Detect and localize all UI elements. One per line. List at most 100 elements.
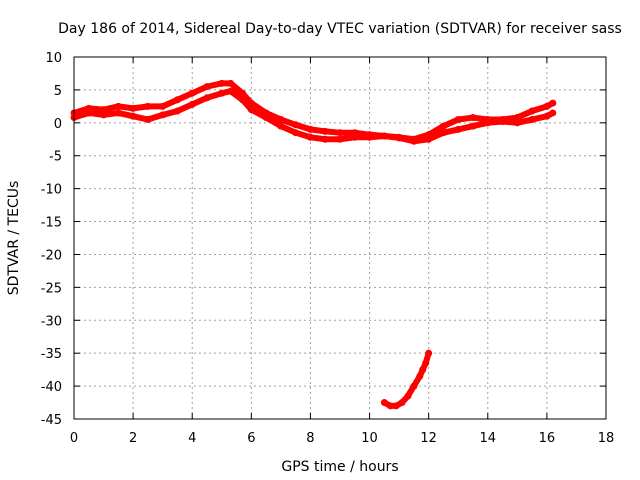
- grid-lines: [74, 57, 606, 419]
- x-tick-label: 6: [247, 431, 255, 446]
- data-point: [114, 109, 122, 117]
- data-point: [247, 106, 255, 114]
- x-tick-label: 14: [480, 431, 497, 446]
- y-tick-label: -45: [41, 413, 62, 428]
- data-point: [336, 135, 344, 143]
- x-tick-label: 10: [361, 431, 378, 446]
- x-tick-label: 16: [539, 431, 556, 446]
- data-point: [203, 83, 211, 91]
- data-point: [203, 94, 211, 102]
- data-point: [439, 122, 447, 130]
- data-point: [129, 112, 137, 120]
- chart-title: Day 186 of 2014, Sidereal Day-to-day VTE…: [58, 21, 622, 37]
- y-tick-label: -30: [41, 314, 62, 329]
- data-point: [543, 112, 551, 120]
- y-tick-label: -5: [49, 150, 62, 165]
- x-tick-label: 0: [70, 431, 78, 446]
- data-point: [277, 116, 285, 124]
- y-tick-label: 0: [54, 117, 62, 132]
- data-point: [469, 114, 477, 122]
- data-point: [218, 79, 226, 87]
- y-tick-label: -35: [41, 347, 62, 362]
- data-point: [144, 116, 152, 124]
- data-point: [100, 111, 108, 119]
- data-point: [398, 399, 406, 407]
- x-axis-label: GPS time / hours: [281, 459, 398, 475]
- x-tick-labels: 0 2 4 6 8 10 12 14 16 18: [70, 431, 614, 446]
- data-point: [422, 359, 430, 367]
- data-point: [439, 129, 447, 137]
- data-point: [392, 402, 400, 410]
- x-tick-label: 12: [420, 431, 437, 446]
- data-point: [306, 133, 314, 141]
- data-point: [425, 135, 433, 143]
- data-point: [292, 121, 300, 129]
- data-point: [416, 372, 424, 380]
- data-point: [543, 102, 551, 110]
- y-tick-label: -40: [41, 380, 62, 395]
- data-point: [469, 122, 477, 130]
- data-point: [380, 132, 388, 140]
- y-tick-label: -15: [41, 216, 62, 231]
- data-point: [528, 107, 536, 115]
- data-point: [395, 134, 403, 142]
- data-point: [306, 125, 314, 133]
- data-point: [292, 129, 300, 137]
- data-point: [336, 129, 344, 137]
- x-tick-label: 18: [598, 431, 615, 446]
- x-tick-label: 8: [306, 431, 314, 446]
- data-point: [380, 399, 388, 407]
- data-point: [188, 100, 196, 108]
- x-tick-label: 4: [188, 431, 196, 446]
- data-point: [173, 107, 181, 115]
- data-point: [404, 392, 412, 400]
- data-point: [129, 104, 137, 112]
- tick-marks: [73, 56, 607, 420]
- data-point: [321, 127, 329, 135]
- y-tick-labels: 10 5 0 -5 -10 -15 -20 -25 -30 -35 -40 -45: [41, 51, 62, 428]
- x-tick-label: 2: [129, 431, 137, 446]
- data-point: [85, 109, 93, 117]
- data-point: [513, 119, 521, 127]
- data-point: [188, 89, 196, 97]
- data-point: [366, 133, 374, 141]
- y-tick-label: -20: [41, 248, 62, 263]
- data-point: [454, 116, 462, 124]
- data-point: [114, 102, 122, 110]
- data-point: [386, 402, 394, 410]
- series-sdtvar-outlier-arc: [380, 349, 433, 410]
- data-point: [227, 87, 235, 95]
- data-point: [173, 96, 181, 104]
- data-point: [425, 349, 433, 357]
- data-point: [351, 133, 359, 141]
- data-point: [484, 119, 492, 127]
- data-point: [410, 382, 418, 390]
- data-point: [499, 118, 507, 126]
- data-point: [277, 122, 285, 130]
- data-point: [100, 106, 108, 114]
- data-point: [549, 99, 557, 107]
- plot-frame: [73, 56, 607, 420]
- data-point: [549, 109, 557, 117]
- data-point: [528, 116, 536, 124]
- y-tick-label: -25: [41, 281, 62, 296]
- data-point: [410, 137, 418, 145]
- y-tick-label: 10: [45, 51, 62, 66]
- data-point: [321, 135, 329, 143]
- data-point: [513, 114, 521, 122]
- data-point: [238, 96, 246, 104]
- data-point: [218, 89, 226, 97]
- data-point: [159, 102, 167, 110]
- y-axis-label: SDTVAR / TECUs: [6, 181, 22, 296]
- data-point: [262, 114, 270, 122]
- data-point: [227, 79, 235, 87]
- data-point: [144, 102, 152, 110]
- data-point: [159, 111, 167, 119]
- y-tick-label: -10: [41, 183, 62, 198]
- data-point: [419, 366, 427, 374]
- series-sdtvar-lower-band: [70, 87, 557, 145]
- y-tick-label: 5: [54, 84, 62, 99]
